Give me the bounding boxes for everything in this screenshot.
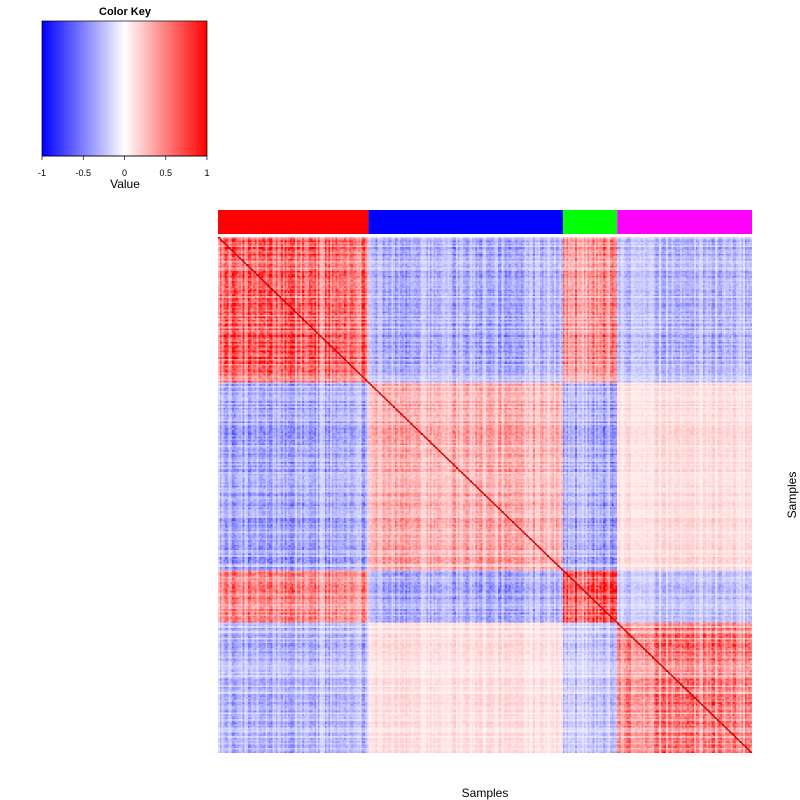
- color-key-ticks: -1 -0.5 0 0.5 1: [38, 156, 210, 178]
- color-key-title: Color Key: [99, 6, 152, 18]
- y-axis-label: Samples: [785, 472, 799, 519]
- group-bar-group-3: [562, 210, 618, 234]
- color-key-tick-label: -0.5: [75, 168, 91, 178]
- x-axis-label: Samples: [462, 786, 509, 800]
- heatmap-diagonal: [217, 236, 753, 754]
- group-bar-group-4: [617, 210, 752, 234]
- color-key-tick-label: 0: [122, 168, 127, 178]
- color-key: Color Key -1 -0.5 0 0.5 1 Value: [38, 6, 210, 191]
- group-bar-group-2: [368, 210, 563, 234]
- group-color-bar: [218, 210, 752, 234]
- color-key-gradient: [41, 20, 208, 157]
- heatmap: [217, 236, 753, 754]
- color-key-axis-label: Value: [110, 177, 140, 191]
- color-key-tick-label: -1: [38, 168, 46, 178]
- color-key-tick-label: 1: [204, 168, 209, 178]
- group-bar-group-1: [218, 210, 369, 234]
- color-key-tick-label: 0.5: [159, 168, 172, 178]
